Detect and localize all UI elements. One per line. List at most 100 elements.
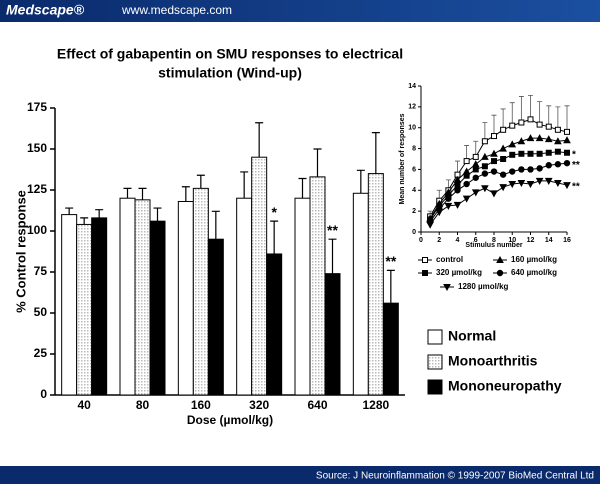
error-bar [386,269,395,304]
legend-marker [496,255,504,263]
marker [518,119,525,126]
significance-label: * [572,149,576,160]
marker [554,126,561,133]
source: Source: J Neuroinflammation © 1999-2007 … [316,471,594,482]
marker [481,185,489,193]
y-tick-label: 0 [40,387,47,401]
header-bar [0,0,600,22]
error-bar [123,187,132,199]
legend-marker [422,257,428,263]
bar [251,156,268,396]
logo: Medscape® [6,2,85,18]
legend-label: Monoarthritis [448,353,538,369]
error-bar [240,171,249,199]
marker [563,136,571,144]
marker [490,190,498,198]
marker [481,138,488,145]
error-bar [65,207,74,215]
marker [545,123,552,130]
error-bar [482,122,488,142]
error-bar [196,174,205,189]
error-bar [255,122,264,158]
marker [481,152,489,160]
error-bar [298,177,307,199]
error-bar [138,187,147,200]
marker [472,153,479,160]
y-axis-label: Mean number of responses [399,113,406,204]
legend-marker [496,269,504,277]
marker [508,140,517,148]
x-axis-label: Stimulus number [465,242,522,249]
bar [382,302,399,396]
error-bar [528,94,533,120]
marker [491,133,497,140]
legend-marker [443,284,451,292]
marker [509,151,516,158]
x-tick-label: 14 [545,237,553,244]
x-tick-label: 2 [437,237,441,244]
error-bar [509,102,515,126]
marker [463,172,470,179]
error-bar [371,132,380,174]
y-tick-label: 12 [408,104,416,111]
bar [177,200,194,396]
legend-label: 640 µmol/kg [511,268,557,277]
x-tick-label: 40 [77,398,91,412]
legend-marker [496,255,504,263]
y-tick-label: 25 [34,346,48,360]
significance-label: ** [572,160,580,171]
significance-label: ** [572,182,580,193]
marker [499,144,507,152]
y-tick-label: 100 [27,223,47,237]
marker [500,126,507,133]
x-tick-label: 80 [136,398,150,412]
marker [536,165,543,172]
error-bar [328,238,337,274]
marker [445,195,452,202]
error-bar [356,169,365,194]
x-tick-label: 640 [307,398,327,412]
marker [500,156,507,162]
y-tick-label: 75 [34,264,48,278]
y-tick-label: 4 [412,187,416,194]
y-tick-label: 175 [27,100,47,114]
bar [76,223,93,396]
error-bar [270,220,279,254]
significance-label: * [271,204,277,220]
legend-label: 1280 µmol/kg [458,282,509,291]
x-tick-label: 4 [456,237,460,244]
legend-marker [422,257,428,263]
url: www.medscape.com [121,3,232,17]
marker [490,149,498,157]
marker [454,187,461,194]
error-bar [181,186,190,202]
x-tick-label: 8 [492,237,496,244]
marker [481,163,488,170]
marker [517,179,526,188]
marker [526,134,535,142]
marker [544,177,553,185]
marker [545,149,552,156]
marker [535,177,544,185]
bar [236,197,253,396]
marker [491,158,497,165]
marker [527,116,534,123]
chart-title: Effect of gabapentin on SMU responses to… [57,46,403,62]
y-tick-label: 14 [408,83,416,90]
bar [309,176,326,396]
x-tick-label: 1280 [362,398,389,412]
legend-marker [422,270,428,276]
marker [471,189,480,197]
y-tick-label: 125 [27,182,47,196]
y-tick-label: 0 [412,229,416,236]
error-bar [564,105,570,132]
marker [509,122,516,129]
marker [563,182,571,190]
series-line [429,162,568,222]
marker [554,137,562,145]
bar [149,220,166,396]
x-tick-label: 12 [527,237,535,244]
x-tick-label: 320 [249,398,269,412]
marker [426,221,434,229]
marker [472,166,479,173]
